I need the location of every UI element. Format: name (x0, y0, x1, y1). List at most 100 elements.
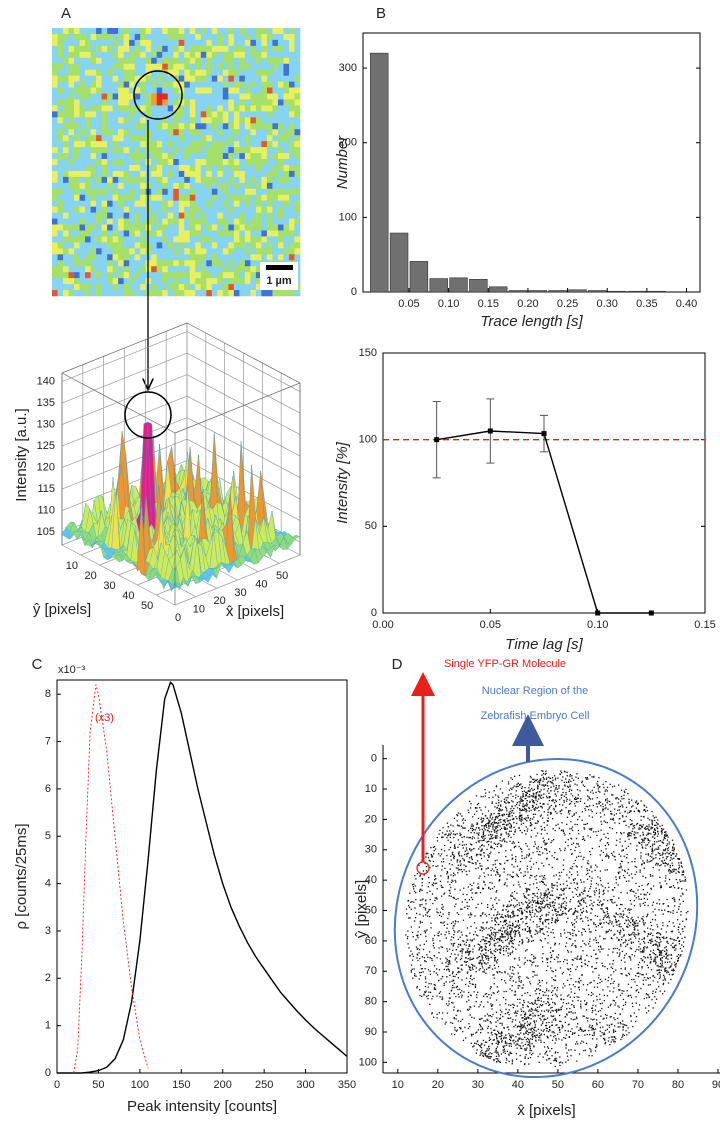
localization (497, 1046, 498, 1047)
localization (412, 954, 413, 955)
heatmap-pixel (58, 64, 64, 70)
localization (534, 1002, 535, 1003)
localization (535, 1024, 536, 1025)
localization (453, 937, 454, 938)
heatmap-pixel (91, 177, 97, 183)
heatmap-pixel (239, 52, 245, 58)
localization (496, 1043, 497, 1044)
heatmap-pixel (190, 70, 196, 76)
localization (666, 852, 667, 853)
heatmap-pixel (52, 201, 58, 207)
heatmap-pixel (283, 34, 289, 40)
heatmap-pixel (113, 94, 119, 100)
heatmap-pixel (135, 230, 141, 236)
heatmap-pixel (96, 88, 102, 94)
y-tick-label: 20 (85, 570, 97, 582)
localization (556, 956, 557, 957)
heatmap-pixel (250, 46, 256, 52)
localization (614, 1037, 615, 1038)
x-tick-label: 50 (552, 1079, 564, 1091)
heatmap-pixel (173, 183, 179, 189)
localization (600, 979, 601, 980)
heatmap-pixel (217, 201, 223, 207)
localization (555, 830, 556, 831)
heatmap-pixel (80, 254, 86, 260)
localization (680, 933, 681, 934)
localization (635, 858, 636, 859)
heatmap-pixel (129, 248, 135, 254)
heatmap-pixel (245, 117, 251, 123)
heatmap-pixel (85, 260, 91, 266)
localization (609, 990, 610, 991)
heatmap-pixel (63, 272, 69, 278)
heatmap-pixel (118, 123, 124, 129)
heatmap-pixel (118, 52, 124, 58)
heatmap-pixel (151, 213, 157, 219)
z-tick-label: 120 (37, 462, 55, 474)
x-tick-label: 40 (255, 579, 267, 591)
localization (460, 865, 461, 866)
localization (491, 836, 492, 837)
localization (628, 846, 629, 847)
heatmap-pixel (69, 94, 75, 100)
localization (515, 829, 516, 830)
localization (632, 932, 633, 933)
localization (561, 1007, 562, 1008)
heatmap-pixel (195, 183, 201, 189)
localization (493, 864, 494, 865)
heatmap-pixel (234, 165, 240, 171)
localization (527, 815, 528, 816)
localization (621, 798, 622, 799)
heatmap-pixel (151, 177, 157, 183)
localization (509, 980, 510, 981)
localization (680, 948, 681, 949)
heatmap-pixel (267, 40, 273, 46)
localization (511, 864, 512, 865)
heatmap-pixel (228, 230, 234, 236)
heatmap-pixel (201, 147, 207, 153)
localization (629, 956, 630, 957)
localization (571, 844, 572, 845)
heatmap-pixel (74, 40, 80, 46)
heatmap-pixel (256, 28, 262, 34)
heatmap-pixel (206, 123, 212, 129)
localization (634, 861, 635, 862)
heatmap-pixel (239, 88, 245, 94)
localization (578, 997, 579, 998)
localization (654, 959, 655, 960)
localization (580, 946, 581, 947)
heatmap-pixel (162, 225, 168, 231)
heatmap-pixel (272, 165, 278, 171)
localization (540, 901, 541, 902)
heatmap-pixel (96, 76, 102, 82)
heatmap-pixel (289, 147, 295, 153)
localization (483, 1040, 484, 1041)
localization (513, 905, 514, 906)
heatmap-pixel (151, 242, 157, 248)
heatmap-pixel (91, 248, 97, 254)
heatmap-pixel (217, 183, 223, 189)
heatmap-pixel (118, 213, 124, 219)
localization (449, 981, 450, 982)
localization (641, 820, 642, 821)
heatmap-pixel (195, 242, 201, 248)
heatmap-pixel (223, 153, 229, 159)
marker (595, 611, 600, 616)
localization (525, 928, 526, 929)
heatmap-pixel (272, 76, 278, 82)
localization (598, 977, 599, 978)
heatmap-pixel (294, 189, 300, 195)
heatmap-pixel (223, 34, 229, 40)
heatmap-pixel (85, 165, 91, 171)
localization (450, 1022, 451, 1023)
localization (617, 952, 618, 953)
localization (678, 865, 679, 866)
localization (542, 1021, 543, 1022)
localization (457, 872, 458, 873)
heatmap-pixel (102, 284, 108, 290)
heatmap-pixel (107, 88, 113, 94)
plot-frame (363, 33, 700, 292)
heatmap-pixel (245, 284, 251, 290)
heatmap-pixel (80, 248, 86, 254)
heatmap-pixel (91, 64, 97, 70)
